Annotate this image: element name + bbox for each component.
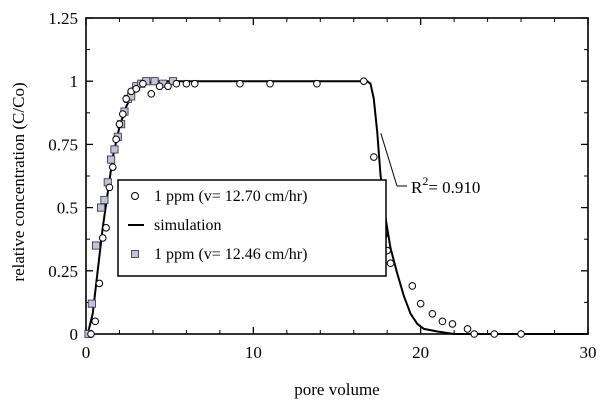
data-point-circle	[408, 282, 417, 290]
axes: 0 10 20 30 0 0.25 0.5 0.75 1 1.25	[48, 9, 596, 362]
x-axis-title: pore volume	[294, 380, 379, 399]
data-point-circle	[115, 120, 124, 128]
y-axis-title: relative concentration (C/Co)	[9, 82, 28, 281]
data-point-circle	[463, 325, 472, 333]
data-point-circle	[108, 163, 117, 171]
data-point-circle	[122, 95, 130, 103]
x-tick-label: 0	[82, 343, 91, 362]
data-point-circle	[313, 79, 321, 88]
legend-box	[117, 179, 387, 277]
data-point-circle	[448, 320, 457, 328]
data-point-square	[91, 241, 101, 250]
y-tick-label: 0.75	[48, 135, 78, 154]
legend-marker-circle	[131, 192, 139, 200]
annotation-leader	[380, 133, 398, 187]
data-point-circle	[98, 234, 107, 242]
plot-frame	[85, 17, 589, 335]
data-point-square	[110, 145, 119, 154]
data-point-circle	[359, 77, 368, 85]
data-point-circle	[87, 330, 95, 338]
data-point-circle	[132, 84, 140, 93]
r-squared-label: R2= 0.910	[411, 174, 480, 197]
data-point-circle	[236, 79, 244, 88]
y-tick-label: 1	[70, 72, 79, 91]
x-tick-label: 10	[245, 343, 262, 362]
data-point-circle	[386, 259, 395, 268]
data-point-circle	[370, 153, 378, 161]
data-point-circle	[95, 279, 104, 288]
data-point-square	[107, 155, 116, 164]
data-point-circle	[147, 90, 156, 98]
data-point-circle	[119, 110, 127, 118]
x-tick-label: 30	[580, 343, 597, 362]
data-point-circle	[172, 79, 181, 88]
x-tick-label: 20	[412, 343, 429, 362]
legend: 1 ppm (v= 12.70 cm/hr) simulation 1 ppm (v…	[117, 179, 387, 277]
data-point-circle	[139, 79, 147, 88]
data-point-circle	[91, 317, 100, 326]
data-point-circle	[155, 82, 164, 91]
data-point-circle	[428, 309, 437, 318]
data-point-circle	[105, 183, 114, 192]
data-point-circle	[102, 224, 110, 232]
data-point-circle	[416, 299, 425, 308]
data-point-square	[100, 195, 109, 205]
data-point-square	[150, 77, 159, 86]
data-point-circle	[490, 330, 499, 338]
data-point-square	[87, 299, 96, 308]
data-point-circle	[470, 330, 479, 338]
legend-label: 1 ppm (v= 12.46 cm/hr)	[154, 246, 307, 263]
y-tick-label: 0.5	[57, 199, 78, 218]
legend-label: simulation	[154, 217, 222, 234]
legend-marker-square	[131, 250, 139, 258]
data-point-circle	[190, 79, 199, 88]
y-tick-label: 1.25	[48, 9, 78, 28]
annotation: R2= 0.910	[380, 133, 480, 197]
legend-label: 1 ppm (v= 12.70 cm/hr)	[154, 188, 307, 205]
data-point-circle	[517, 330, 525, 338]
y-tick-label: 0.25	[48, 262, 78, 281]
data-point-circle	[164, 82, 172, 91]
data-point-square	[97, 203, 106, 212]
data-point-circle	[112, 135, 120, 144]
y-tick-label: 0	[70, 325, 79, 344]
data-point-circle	[182, 79, 191, 88]
data-point-circle	[438, 317, 447, 326]
data-point-circle	[266, 79, 274, 88]
